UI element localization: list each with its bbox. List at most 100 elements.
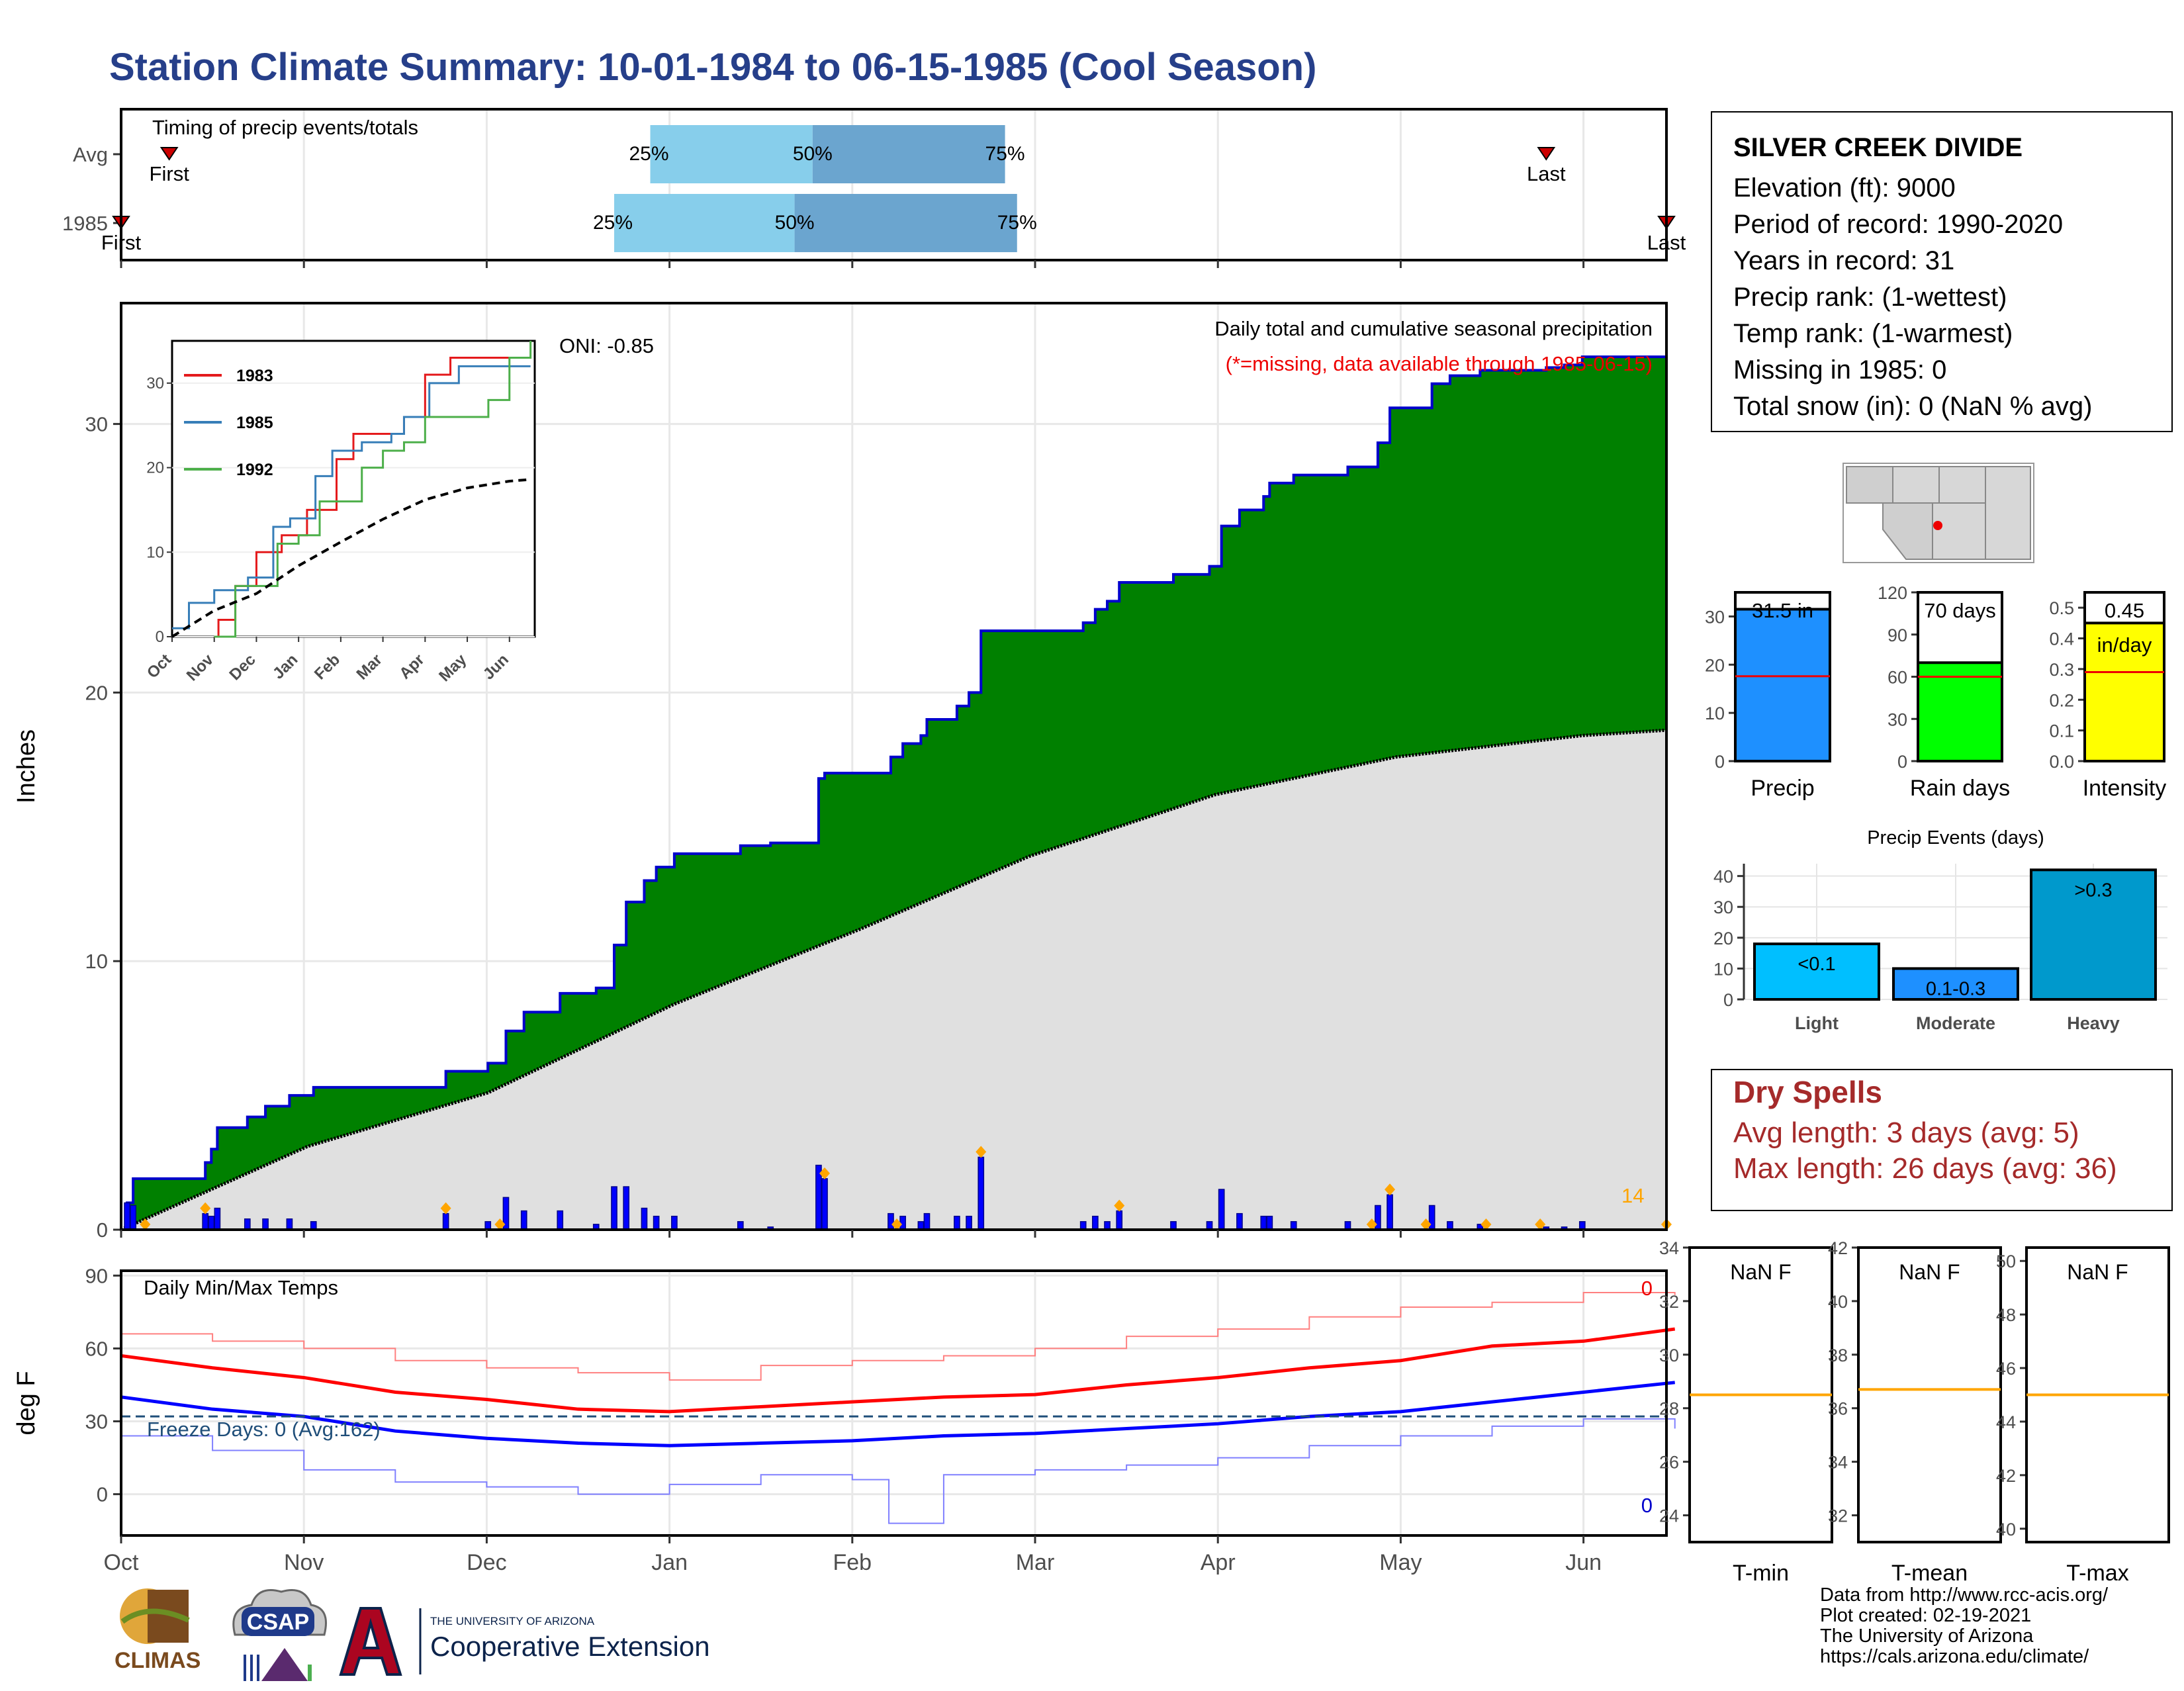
timeline-row-label: Avg — [73, 143, 108, 166]
daily-precip-bar — [966, 1215, 972, 1230]
daily-precip-bar — [1375, 1205, 1381, 1230]
daily-precip-bar — [130, 1205, 137, 1230]
daily-precip-bar — [286, 1218, 293, 1230]
temp-x-tick-label: Dec — [467, 1550, 506, 1575]
temp-mini-category-label: T-mean — [1891, 1561, 1968, 1586]
temp-mini-y-tick-label: 44 — [1996, 1412, 2016, 1432]
daily-precip-bar — [557, 1210, 564, 1230]
station-elevation: Elevation (ft): 9000 — [1733, 173, 1956, 203]
freeze-days-label: Freeze Days: 0 (Avg:162) — [147, 1418, 381, 1441]
temp-mini-frame — [1857, 1246, 2002, 1543]
locator-map-state-tx — [1985, 466, 2031, 560]
precip-event-marker — [976, 1146, 987, 1158]
temp-mini-y-tick-label: 36 — [1828, 1399, 1848, 1419]
credits: Data from http://www.rcc-acis.org/ Plot … — [1820, 1585, 2108, 1667]
timeline-first-label: First — [150, 162, 190, 185]
credit-url: https://cals.arizona.edu/climate/ — [1820, 1646, 2089, 1667]
daily-precip-bar — [1387, 1194, 1393, 1230]
credit-plot-created: Plot created: 02-19-2021 — [1820, 1605, 2032, 1626]
ua-big-text: Cooperative Extension — [430, 1631, 710, 1662]
mini-bar-y-tick-label: 60 — [1888, 668, 1907, 688]
temp-mini-y-tick-label: 42 — [1828, 1238, 1848, 1258]
normal-precip-area — [121, 730, 1666, 1230]
temp-panel-bg — [121, 1271, 1666, 1535]
events-y-tick-label: 0 — [1723, 990, 1733, 1010]
temp-mini-y-tick-label: 40 — [1996, 1520, 2016, 1539]
events-bar-label: 0.1-0.3 — [1926, 978, 1985, 999]
temp-mini-y-tick-label: 38 — [1828, 1346, 1848, 1365]
daily-precip-bar — [821, 1178, 828, 1230]
precip-y-tick-label: 0 — [97, 1218, 108, 1242]
temp-mini-y-tick-label: 42 — [1996, 1466, 2016, 1486]
timeline-q2-bar — [812, 125, 1005, 183]
precip-corner-count: 14 — [1621, 1184, 1644, 1207]
mini-bar-value-label: 31.5 in — [1752, 599, 1813, 622]
mini-bar-y-tick-label: 20 — [1705, 655, 1725, 675]
mini-bar-y-tick-label: 0.5 — [2049, 598, 2074, 618]
daily-precip-bar — [1428, 1205, 1435, 1230]
page-title: Station Climate Summary: 10-01-1984 to 0… — [109, 46, 1317, 89]
temp-avg-min-line — [120, 1381, 1675, 1447]
timeline-q1-bar — [650, 125, 813, 183]
inset-y-tick-label: 0 — [156, 628, 164, 646]
temp-obs-min-line — [121, 1418, 1676, 1524]
inset-y-tick-label: 10 — [146, 543, 164, 561]
temp-mini-y-tick-label: 46 — [1996, 1359, 2016, 1379]
precip-event-marker — [1385, 1183, 1396, 1196]
daily-precip-bar — [1236, 1212, 1243, 1230]
station-period: Period of record: 1990-2020 — [1733, 210, 2064, 239]
timeline-q1-bar — [614, 194, 795, 252]
precip-event-marker — [494, 1218, 506, 1230]
dry-spells-avg: Avg length: 3 days (avg: 5) — [1733, 1117, 2079, 1149]
precip-event-marker — [140, 1218, 151, 1230]
precip-event-marker — [200, 1202, 211, 1214]
daily-precip-bar — [1092, 1215, 1099, 1230]
temp-frame — [120, 1269, 1668, 1537]
daily-precip-bar — [244, 1218, 251, 1230]
temp-mini-y-tick-label: 28 — [1659, 1399, 1679, 1419]
temp-x-tick-label: May — [1379, 1550, 1422, 1575]
mini-bar-value-label: 0.45 — [2105, 599, 2144, 622]
oni-label: ONI: -0.85 — [559, 334, 654, 357]
daily-precip-bar — [1266, 1215, 1273, 1230]
inset-normal-line — [171, 478, 531, 638]
temp-obs-max-line — [121, 1292, 1676, 1381]
locator-map-state-ut — [1892, 466, 1940, 504]
mini-bar-y-tick-label: 10 — [1705, 704, 1725, 723]
inset-y-tick-label: 30 — [146, 375, 164, 392]
temp-mini-value-label: NaN F — [1730, 1260, 1791, 1284]
temp-x-tick-label: Mar — [1016, 1550, 1055, 1575]
temp-y-axis-label: deg F — [13, 1371, 40, 1435]
ua-small-text: THE UNIVERSITY OF ARIZONA — [430, 1615, 595, 1627]
daily-precip-bar — [641, 1207, 648, 1230]
daily-precip-bar — [671, 1215, 678, 1230]
mini-bar-category-label: Precip — [1751, 776, 1814, 801]
events-bar — [1753, 942, 1880, 1001]
mini-bar-y-tick-label: 0 — [1897, 752, 1907, 772]
daily-precip-bar — [899, 1215, 906, 1230]
timeline-frame — [120, 108, 1668, 261]
station-info-box: SILVER CREEK DIVIDE Elevation (ft): 9000… — [1711, 111, 2173, 432]
inset-legend-label: 1983 — [236, 367, 273, 385]
daily-precip-bar — [887, 1212, 894, 1230]
events-y-tick-label: 40 — [1713, 867, 1733, 887]
temp-x-tick-label: Jan — [651, 1550, 688, 1575]
mini-bar-value — [1917, 661, 2003, 762]
precip-subtitle: (*=missing, data available through 1985-… — [1226, 352, 1653, 375]
events-category-label: Light — [1795, 1013, 1839, 1033]
daily-precip-bar — [954, 1215, 960, 1230]
timeline-first-marker — [159, 147, 179, 161]
mini-bar-category-label: Rain days — [1910, 776, 2010, 801]
daily-precip-bar — [923, 1212, 931, 1230]
precip-event-marker — [819, 1167, 831, 1179]
temp-y-tick-label: 60 — [85, 1337, 108, 1360]
precip-y-tick-label: 30 — [85, 413, 108, 436]
temp-x-tick-label: Nov — [284, 1550, 324, 1575]
mini-bar-y-tick-label: 30 — [1888, 709, 1907, 729]
timeline-last-marker — [1537, 147, 1556, 161]
events-category-label: Moderate — [1916, 1013, 1995, 1033]
timeline-q50-label: 50% — [775, 212, 815, 234]
daily-precip-bar — [1116, 1210, 1123, 1230]
daily-precip-bar — [520, 1210, 527, 1230]
temp-x-tick-label: Jun — [1565, 1550, 1602, 1575]
